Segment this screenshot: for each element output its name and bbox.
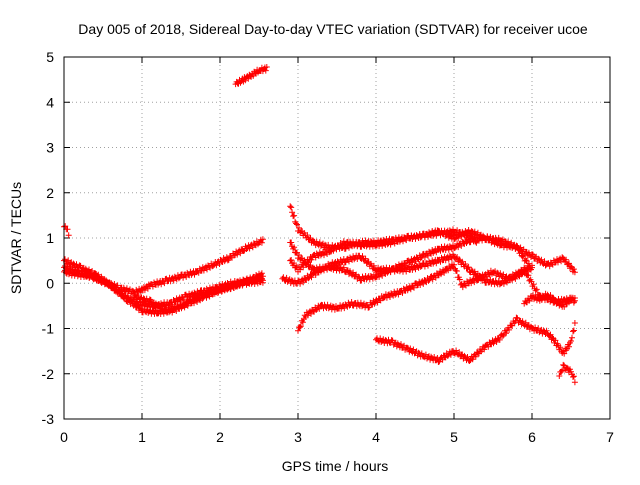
x-tick-label: 1 [138,429,146,445]
plot-area-frame [63,56,611,420]
y-tick-label: 1 [46,230,54,246]
y-axis-label: SDTVAR / TECUs [8,182,24,294]
x-tick-label: 6 [528,429,536,445]
series-arc-m [373,314,578,365]
data-series [61,64,578,386]
scatter-markers [521,290,578,310]
y-tick-label: 0 [46,275,54,291]
y-tick-label: -1 [42,321,55,337]
series-arc-f [61,223,72,239]
scatter-markers [373,314,578,365]
x-tick-label: 0 [60,429,68,445]
x-tick-label: 4 [372,429,380,445]
y-tick-label: 5 [46,49,54,65]
series-arc-l [521,290,578,310]
series-arc-n [556,361,578,386]
y-tick-label: 3 [46,140,54,156]
x-axis-label: GPS time / hours [282,458,389,474]
series-arc-i [279,233,578,287]
tick-labels: 0 1 2 3 4 5 6 7 -3 -2 -1 0 1 2 3 4 5 [42,49,615,445]
scatter-markers [279,233,578,287]
grid [64,57,610,419]
x-tick-label: 7 [606,429,614,445]
y-tick-label: 4 [46,94,54,110]
y-tick-label: -3 [42,411,55,427]
x-tick-label: 5 [450,429,458,445]
y-tick-label: 2 [46,185,54,201]
chart-title: Day 005 of 2018, Sidereal Day-to-day VTE… [78,21,588,37]
x-tick-label: 3 [294,429,302,445]
series-arc-e [232,64,270,88]
x-tick-label: 2 [216,429,224,445]
scatter-markers [61,223,72,239]
scatter-markers [232,64,270,88]
series-arc-d [131,276,266,315]
scatter-markers [131,276,266,315]
y-tick-label: -2 [42,366,55,382]
scatter-markers [556,361,578,386]
